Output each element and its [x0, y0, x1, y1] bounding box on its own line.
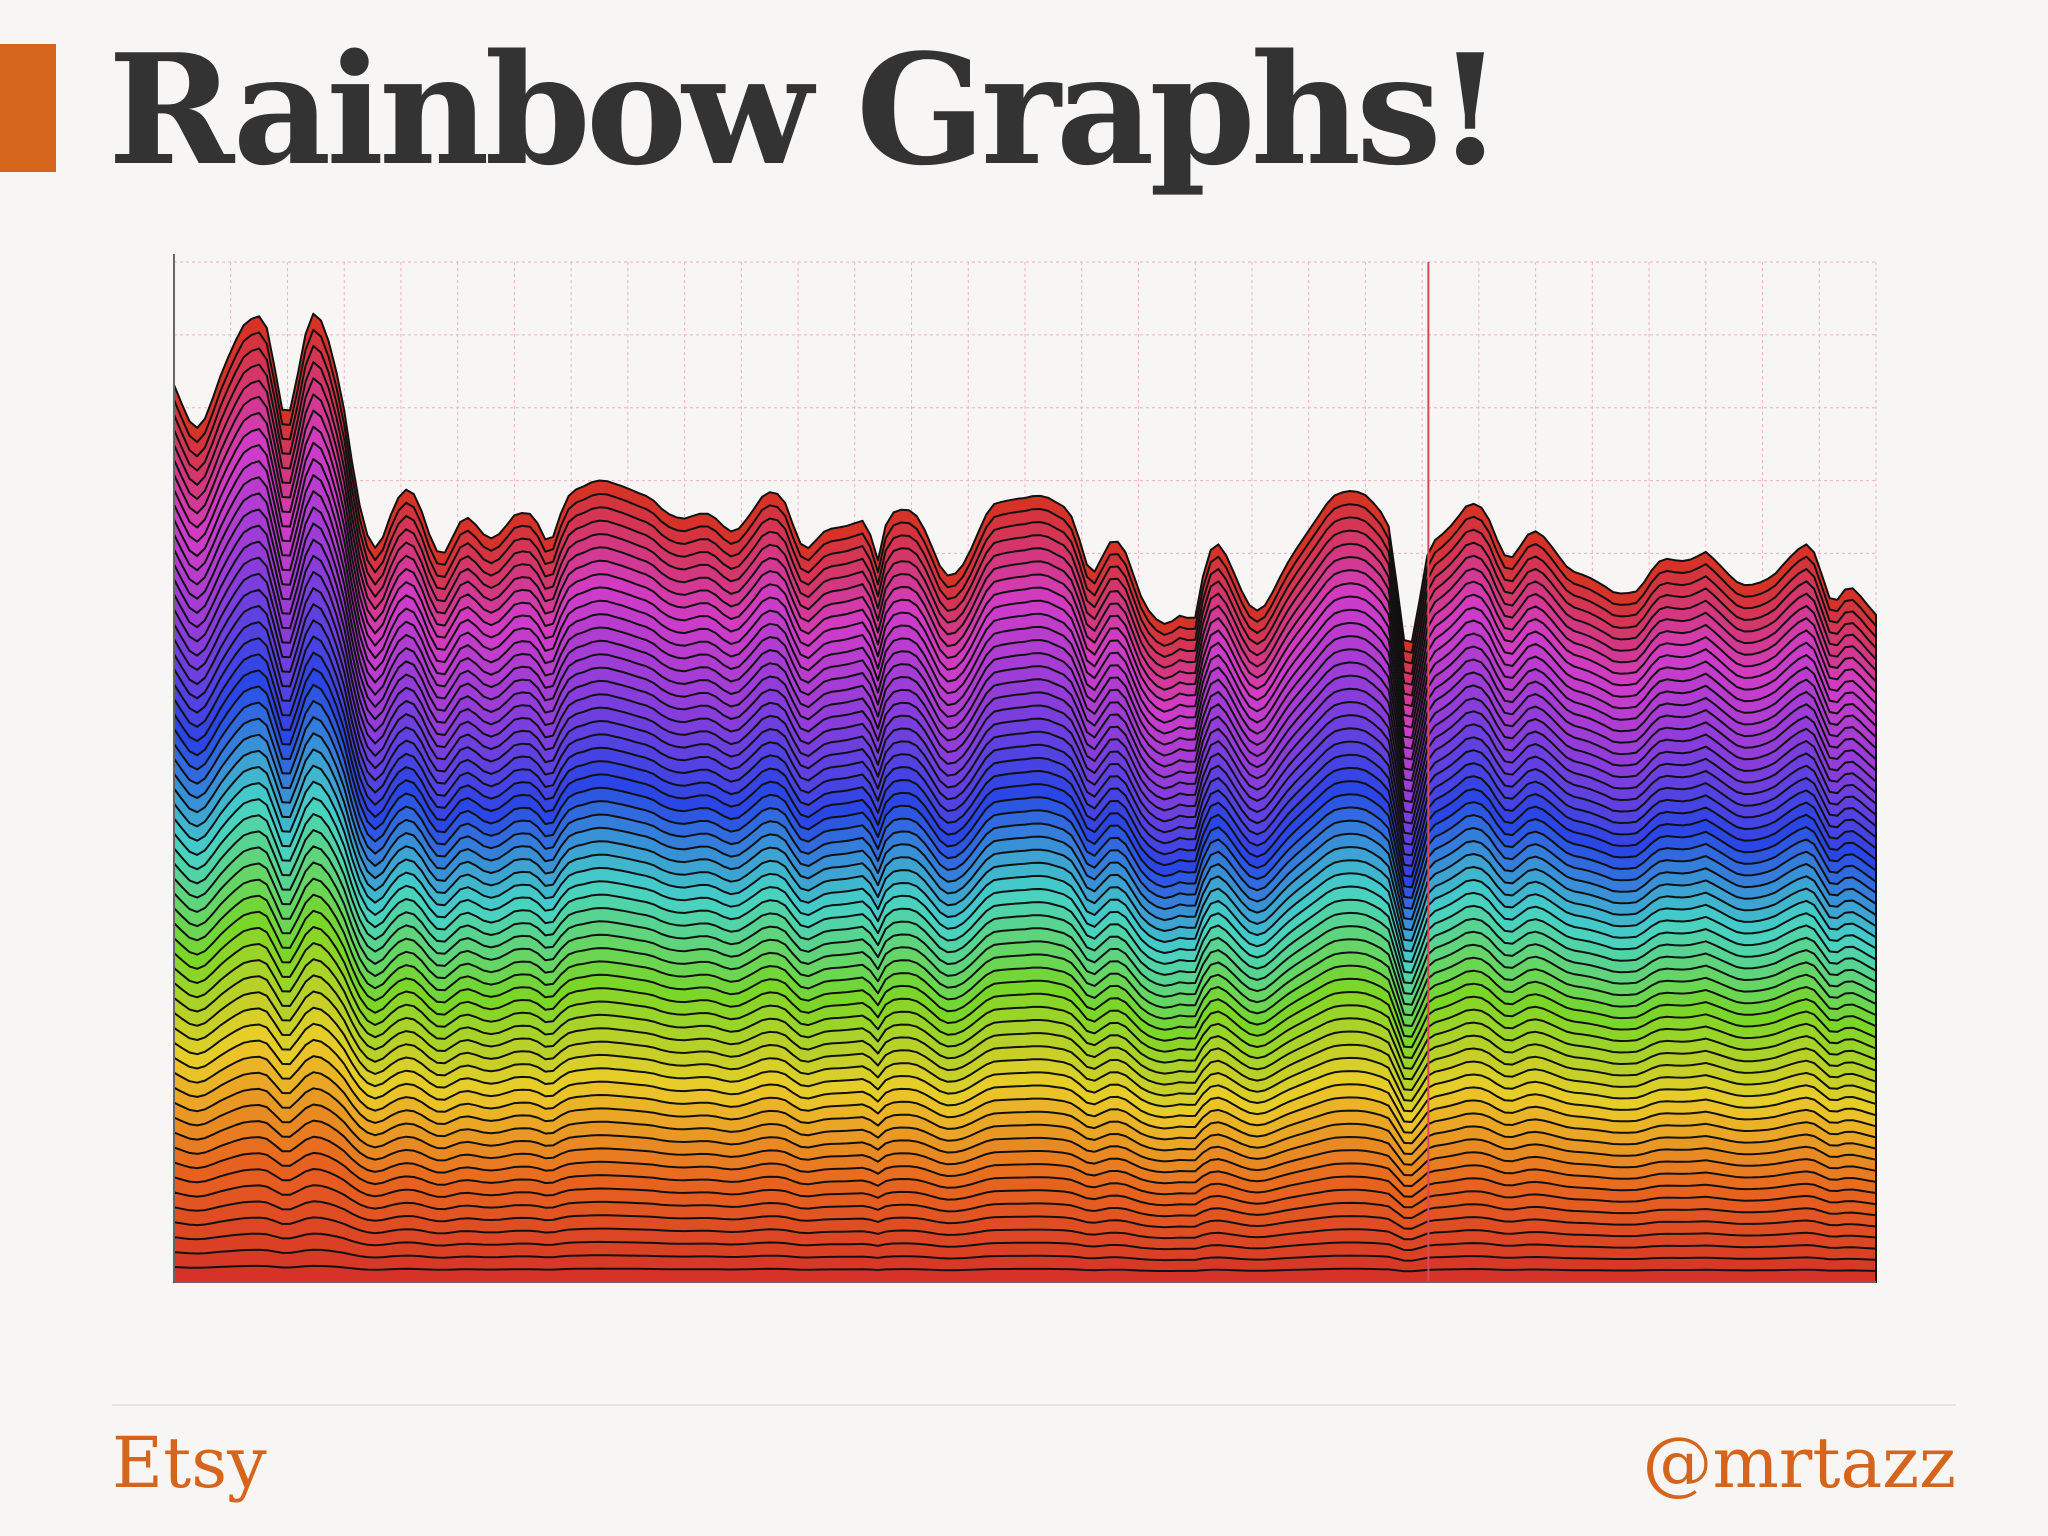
chart-layers — [173, 312, 1877, 1283]
chart-svg — [173, 254, 1877, 1283]
footer-brand: Etsy — [112, 1422, 267, 1504]
footer-divider — [112, 1404, 1956, 1406]
footer-handle: @mrtazz — [1642, 1422, 1956, 1504]
slide-title: Rainbow Graphs! — [108, 20, 1503, 199]
rainbow-stacked-area-chart — [168, 248, 1880, 1288]
title-accent-bar — [0, 44, 56, 172]
series-area-1 — [173, 1264, 1877, 1283]
